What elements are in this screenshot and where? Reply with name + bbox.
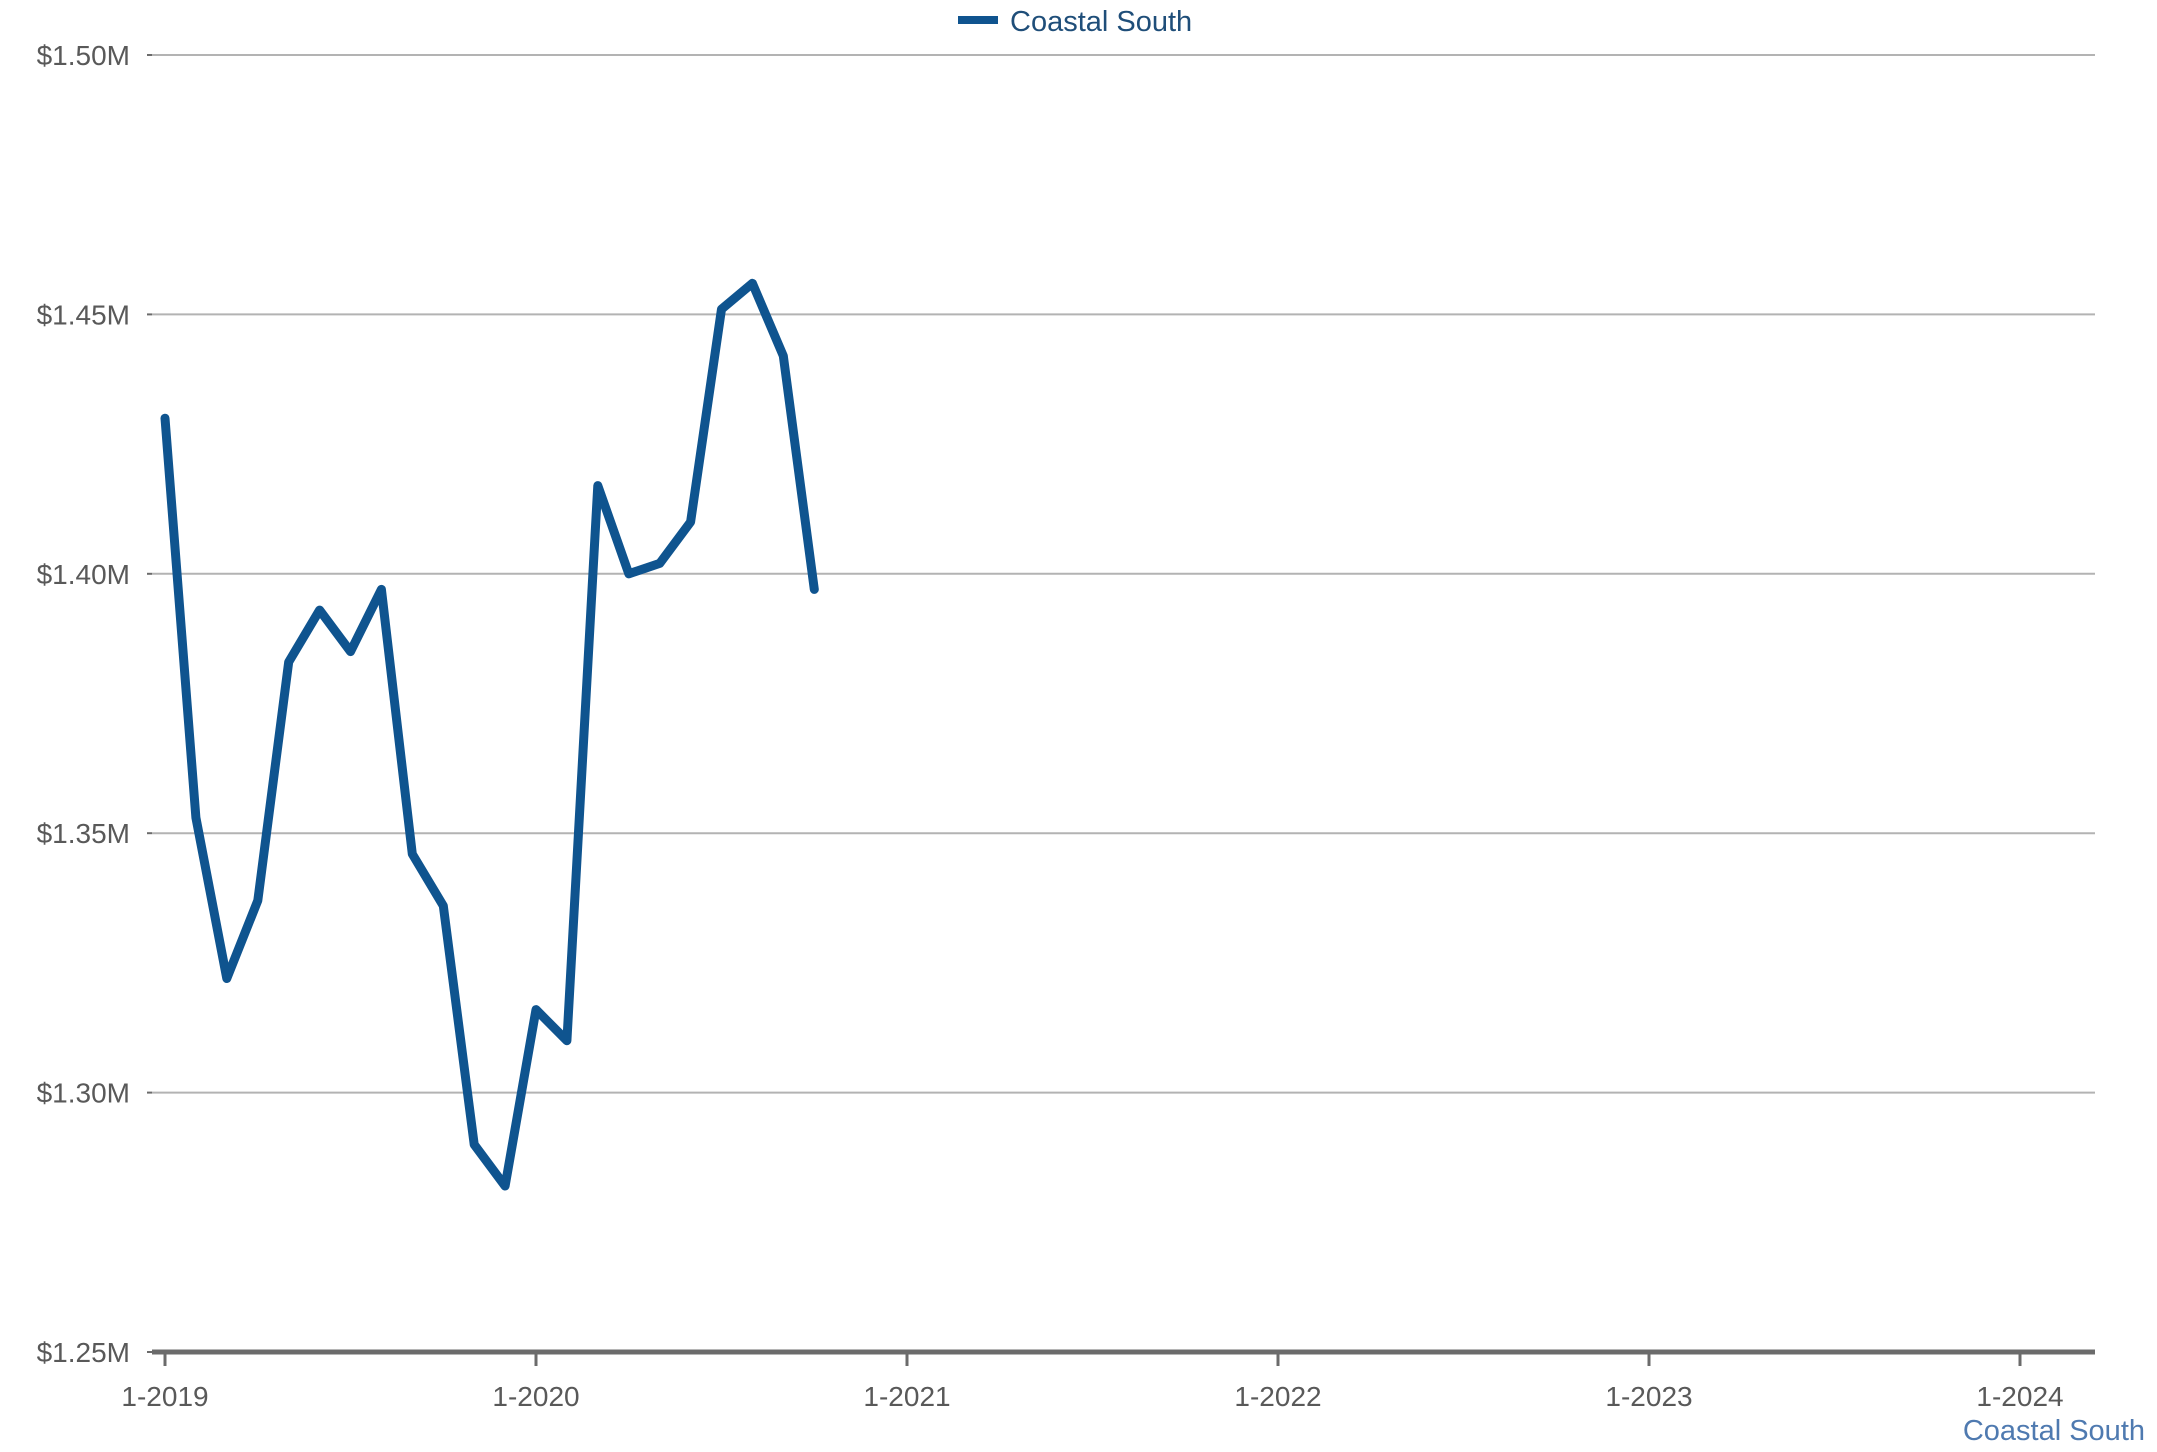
x-tick-label: 1-2022 <box>1234 1381 1321 1412</box>
x-tick-label: 1-2019 <box>121 1381 208 1412</box>
y-tick-label: $1.30M <box>37 1078 130 1109</box>
data-point <box>164 417 166 420</box>
data-point <box>318 609 321 612</box>
data-point <box>473 1143 476 1146</box>
y-axis-ticks: $1.50M $1.45M $1.40M $1.35M $1.30M $1.25M <box>37 40 152 1368</box>
data-point <box>565 1039 568 1042</box>
data-point <box>689 520 692 523</box>
data-point <box>411 852 414 855</box>
y-tick-label: $1.25M <box>37 1337 130 1368</box>
data-point <box>596 484 599 487</box>
series-layer <box>160 278 819 1191</box>
y-tick-label: $1.45M <box>37 299 130 330</box>
data-point <box>256 899 259 902</box>
x-tick-label: 1-2023 <box>1605 1381 1692 1412</box>
x-tick-label: 1-2020 <box>492 1381 579 1412</box>
data-point <box>535 1008 537 1011</box>
data-point <box>720 308 723 311</box>
data-point <box>627 572 630 575</box>
gridlines <box>152 54 2095 1094</box>
series-line-coastal-south <box>160 278 819 1191</box>
data-point <box>225 977 228 980</box>
legend-swatch <box>958 16 998 24</box>
y-tick-label: $1.35M <box>37 818 130 849</box>
data-point <box>349 650 352 653</box>
data-point <box>658 562 661 565</box>
data-point <box>442 904 445 907</box>
data-point <box>287 660 290 663</box>
data-point <box>782 354 785 357</box>
y-tick-label: $1.50M <box>37 40 130 71</box>
data-point <box>751 282 754 285</box>
data-point <box>504 1184 507 1187</box>
x-tick-label: 1-2024 <box>1976 1381 2063 1412</box>
x-axis: 1-2019 1-2020 1-2021 1-2022 1-2023 1-2024 <box>121 1349 2095 1412</box>
y-tick-label: $1.40M <box>37 559 130 590</box>
x-tick-label: 1-2021 <box>863 1381 950 1412</box>
data-point <box>380 588 383 591</box>
legend: Coastal South <box>958 6 1192 38</box>
legend-label: Coastal South <box>1010 6 1192 38</box>
source-label: Coastal South <box>1963 1415 2145 1447</box>
data-point <box>813 588 816 591</box>
data-point <box>194 816 197 819</box>
